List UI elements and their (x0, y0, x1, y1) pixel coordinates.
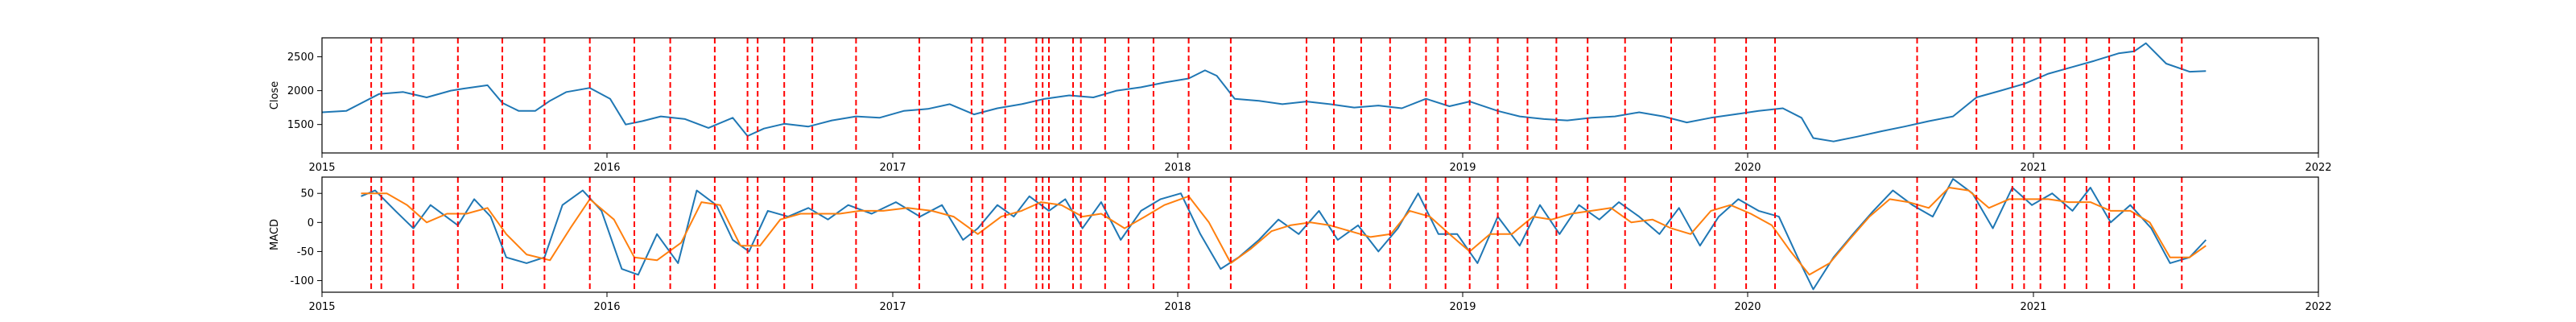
x-tick-label: 2017 (879, 162, 906, 174)
x-tick-label: 2016 (593, 301, 620, 313)
x-tick-label: 2019 (1449, 162, 1476, 174)
series-line-0 (361, 178, 2207, 291)
x-tick-label: 2020 (1734, 301, 1761, 313)
series-line-1 (361, 187, 2207, 276)
x-tick-label: 2015 (308, 301, 335, 313)
series-line-0 (322, 42, 2207, 142)
plot-area (361, 177, 2207, 292)
x-tick-label: 2016 (593, 162, 620, 174)
axes-frame (321, 176, 2319, 293)
x-tick-label: 2018 (1164, 301, 1191, 313)
y-tick-label: -50 (297, 246, 314, 258)
y-tick-label: -100 (290, 275, 314, 287)
y-axis-label: Close (269, 81, 281, 109)
macd-panel: 2015 2016 2017 2018 2019 2020 2021 2022 50 0 -50 -1… (269, 176, 2332, 313)
x-tick-label: 2022 (2305, 301, 2331, 313)
plot-area (322, 38, 2207, 153)
close-price-panel: 2015 2016 2017 2018 2019 2020 2021 2022 1500 2000… (269, 37, 2332, 174)
x-tick-label: 2017 (879, 301, 906, 313)
x-tick-label: 2020 (1734, 162, 1761, 174)
axes-frame (321, 37, 2319, 154)
y-axis-label: MACD (269, 219, 281, 250)
y-tick-label: 2000 (287, 85, 314, 97)
x-tick-label: 2021 (2020, 162, 2046, 174)
y-tick-label: 0 (308, 217, 314, 229)
x-tick-label: 2019 (1449, 301, 1476, 313)
y-tick-label: 1500 (287, 119, 314, 131)
y-tick-label: 50 (300, 188, 314, 200)
x-tick-label: 2021 (2020, 301, 2046, 313)
x-tick-label: 2018 (1164, 162, 1191, 174)
x-tick-label: 2022 (2305, 162, 2331, 174)
x-tick-label: 2015 (308, 162, 335, 174)
y-tick-label: 2500 (287, 52, 314, 64)
